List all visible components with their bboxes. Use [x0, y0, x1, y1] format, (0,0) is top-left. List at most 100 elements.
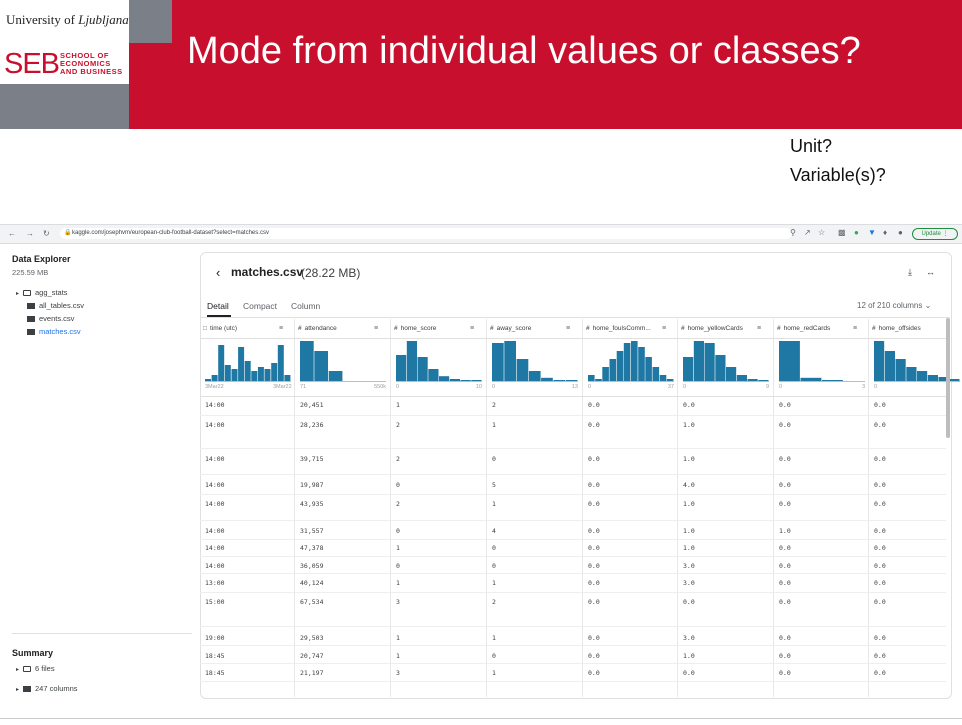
sort-icon[interactable]: ≡: [470, 325, 475, 332]
table-cell: 2: [492, 598, 496, 606]
extension-icon[interactable]: ●: [854, 228, 859, 237]
table-cell: 20,747: [300, 652, 324, 660]
hash-icon: #: [490, 325, 494, 332]
slide-bottom-line: [0, 718, 962, 719]
profile-icon[interactable]: ●: [898, 228, 903, 237]
sidebar-item-all-tables[interactable]: all_tables.csv: [27, 301, 84, 310]
sidebar-item-events[interactable]: events.csv: [27, 314, 74, 323]
table-row: [200, 645, 946, 646]
table-icon: [27, 329, 35, 336]
table-cell: 0.0: [874, 481, 886, 489]
puzzle-icon[interactable]: ♦: [883, 228, 888, 237]
seb-logo: SEB SCHOOL OF ECONOMICS AND BUSINESS: [4, 44, 128, 82]
table-row: [200, 626, 946, 627]
table-cell: 0.0: [874, 652, 886, 660]
tab-compact[interactable]: Compact: [243, 301, 278, 311]
sort-icon[interactable]: ≡: [662, 325, 667, 332]
update-button[interactable]: Update ⋮: [912, 228, 958, 240]
table-cell: 19:00: [205, 634, 225, 642]
table-cell: 1: [492, 421, 496, 429]
extension-icon[interactable]: ▩: [838, 228, 846, 237]
scrollbar[interactable]: [946, 318, 950, 438]
table-cell: 1.0: [683, 500, 695, 508]
star-icon[interactable]: ☆: [818, 228, 826, 237]
sort-icon[interactable]: ≡: [279, 325, 284, 332]
column-name: home_yellowCards: [687, 325, 743, 332]
hash-icon: #: [872, 325, 876, 332]
sidebar-item-matches[interactable]: matches.csv: [27, 327, 81, 336]
zoom-icon[interactable]: ⚲: [790, 228, 796, 237]
table-cell: 0.0: [874, 669, 886, 677]
table-cell: 4: [492, 527, 496, 535]
column-separator: [677, 319, 678, 697]
sidebar-item-label: agg_stats: [35, 288, 68, 297]
table-cell: 0.0: [779, 579, 791, 587]
column-separator: [294, 319, 295, 697]
table-cell: 0.0: [683, 598, 695, 606]
header-divider: [200, 338, 946, 339]
sidebar-item-label: matches.csv: [39, 327, 81, 336]
sort-icon[interactable]: ≡: [757, 325, 762, 332]
forward-arrow-icon[interactable]: →: [26, 229, 34, 238]
column-header[interactable]: # home_offsides: [872, 320, 944, 337]
table-cell: 0: [396, 481, 400, 489]
share-icon[interactable]: ↗: [804, 228, 811, 237]
sidebar-item-label: all_tables.csv: [39, 301, 85, 310]
table-cell: 0.0: [874, 421, 886, 429]
summary-columns[interactable]: ▸ 247 columns: [16, 684, 78, 693]
collapse-icon[interactable]: ↔: [926, 267, 935, 277]
table-cell: 0.0: [588, 652, 600, 660]
caret-right-icon[interactable]: ▸: [16, 687, 20, 693]
table-cell: 0.0: [683, 669, 695, 677]
column-header[interactable]: # home_score: [394, 320, 466, 337]
table-row: [200, 448, 946, 449]
range-min: 0: [874, 384, 878, 390]
table-cell: 0.0: [588, 401, 600, 409]
range-max: 3: [861, 384, 865, 390]
extension-icon[interactable]: ▼: [868, 228, 876, 237]
file-preview-panel: [200, 252, 952, 699]
table-cell: 0.0: [874, 562, 886, 570]
address-bar[interactable]: 🔒 kaggle.com/josephvm/european-club-foot…: [60, 228, 792, 239]
school-line: AND BUSINESS: [60, 67, 123, 76]
column-header[interactable]: # away_score: [490, 320, 562, 337]
file-name: matches.csv: [231, 265, 304, 279]
column-header[interactable]: # home_foulsComm...: [586, 320, 658, 337]
column-header[interactable]: □ time (utc): [203, 320, 275, 337]
column-header[interactable]: # home_yellowCards: [681, 320, 753, 337]
table-cell: 0.0: [874, 598, 886, 606]
question-unit: Unit?: [790, 136, 833, 156]
table-row: [200, 415, 946, 416]
hash-icon: #: [681, 325, 685, 332]
column-count[interactable]: 12 of 210 columns ⌄: [857, 301, 931, 310]
back-arrow-icon[interactable]: ←: [8, 229, 16, 238]
table-row: [200, 474, 946, 475]
summary-files[interactable]: ▸ 6 files: [16, 664, 55, 673]
caret-right-icon[interactable]: ▸: [16, 667, 20, 673]
caret-right-icon[interactable]: ▸: [16, 291, 20, 297]
column-name: attendance: [304, 325, 337, 332]
tab-column[interactable]: Column: [291, 301, 321, 311]
table-cell: 0.0: [779, 562, 791, 570]
table-cell: 1: [492, 669, 496, 677]
table-row: [200, 520, 946, 521]
back-chevron-icon[interactable]: ‹: [216, 265, 221, 280]
sort-icon[interactable]: ≡: [853, 325, 858, 332]
column-separator: [868, 319, 869, 697]
table-cell: 0.0: [779, 544, 791, 552]
download-icon[interactable]: ⤓: [908, 267, 912, 277]
sidebar-item-agg-stats[interactable]: ▸ agg_stats: [16, 288, 68, 297]
reload-icon[interactable]: ↻: [43, 229, 50, 238]
column-header[interactable]: # home_redCards: [777, 320, 849, 337]
table-cell: 1: [492, 579, 496, 587]
sort-icon[interactable]: ≡: [374, 325, 379, 332]
sort-icon[interactable]: ≡: [566, 325, 571, 332]
column-header[interactable]: # attendance: [298, 320, 370, 337]
hash-icon: #: [777, 325, 781, 332]
table-cell: 0: [492, 652, 496, 660]
table-cell: 67,534: [300, 598, 324, 606]
tab-detail[interactable]: Detail: [207, 301, 229, 311]
histogram-divider: [200, 396, 946, 397]
question-variables: Variable(s)?: [790, 165, 886, 185]
table-cell: 0.0: [779, 598, 791, 606]
